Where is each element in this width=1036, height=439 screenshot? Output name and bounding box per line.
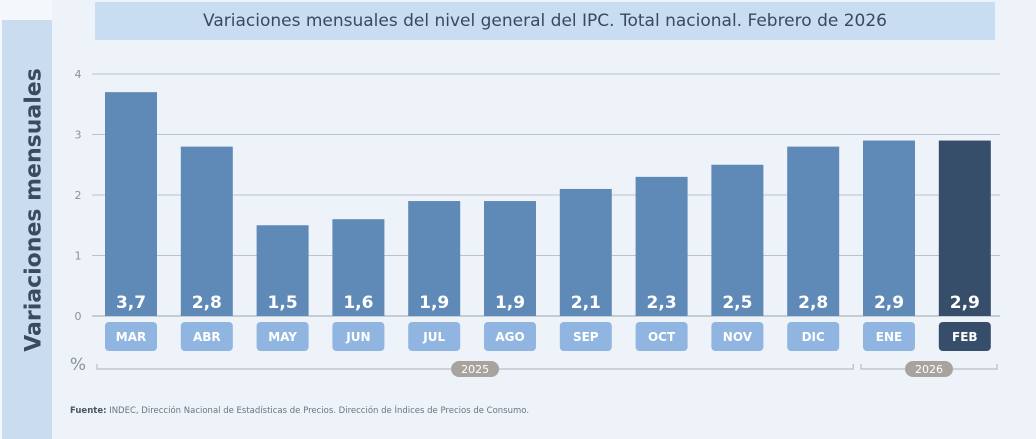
data-label: 1,6 [343, 293, 373, 313]
bar [711, 164, 764, 316]
bar [635, 176, 688, 316]
year-label: 2026 [915, 363, 943, 376]
month-pill [180, 322, 233, 351]
data-label: 1,9 [419, 293, 449, 313]
month-label: JUL [422, 330, 445, 344]
bar [938, 140, 991, 316]
month-label: SEP [573, 330, 599, 344]
y-unit-label: % [70, 355, 86, 375]
month-label: MAR [116, 330, 146, 344]
month-label: MAY [268, 330, 297, 344]
month-label: ABR [193, 330, 221, 344]
footnote-text: INDEC, Dirección Nacional de Estadística… [106, 406, 530, 416]
year-label: 2025 [461, 363, 489, 376]
y-tick-label: 1 [75, 250, 82, 263]
footnote-label: Fuente: [70, 406, 107, 416]
y-tick-label: 3 [75, 129, 82, 142]
data-label: 2,9 [874, 293, 904, 313]
y-axis-strip [2, 20, 52, 439]
month-label: OCT [648, 330, 676, 344]
month-pill [332, 322, 385, 351]
month-pill [635, 322, 688, 351]
bar [863, 140, 915, 316]
data-label: 2,8 [798, 293, 828, 313]
month-label: AGO [495, 330, 524, 344]
month-label: NOV [723, 330, 753, 344]
y-tick-label: 2 [75, 189, 82, 202]
bar [105, 92, 157, 317]
data-label: 1,9 [495, 293, 525, 313]
y-tick-label: 4 [75, 68, 82, 81]
data-label: 1,5 [268, 293, 298, 313]
bar [180, 146, 233, 316]
month-label: DIC [802, 330, 825, 344]
bar [559, 188, 612, 316]
month-pill [711, 322, 764, 351]
data-label: 2,8 [192, 293, 222, 313]
bar [408, 201, 461, 316]
month-pill [938, 322, 991, 351]
month-pill [863, 322, 915, 351]
month-label: FEB [952, 330, 978, 344]
month-pill [559, 322, 612, 351]
year-badge [905, 361, 953, 377]
data-label: 3,7 [116, 293, 146, 313]
month-pill [484, 322, 536, 351]
month-pill [408, 322, 461, 351]
data-label: 2,5 [722, 293, 752, 313]
month-pill [787, 322, 840, 351]
footnote: Fuente: INDEC, Dirección Nacional de Est… [70, 406, 529, 416]
bar [787, 146, 840, 316]
bar [484, 201, 536, 316]
data-label: 2,3 [647, 293, 677, 313]
data-label: 2,9 [950, 293, 980, 313]
year-badge [451, 361, 500, 377]
month-pill [105, 322, 157, 351]
month-pill [256, 322, 309, 351]
month-label: ENE [876, 330, 902, 344]
bar [256, 225, 309, 316]
y-tick-label: 0 [75, 310, 82, 323]
data-label: 2,1 [571, 293, 601, 313]
chart-title: Variaciones mensuales del nivel general … [95, 2, 995, 40]
bar [332, 219, 385, 316]
month-label: JUN [345, 330, 370, 344]
